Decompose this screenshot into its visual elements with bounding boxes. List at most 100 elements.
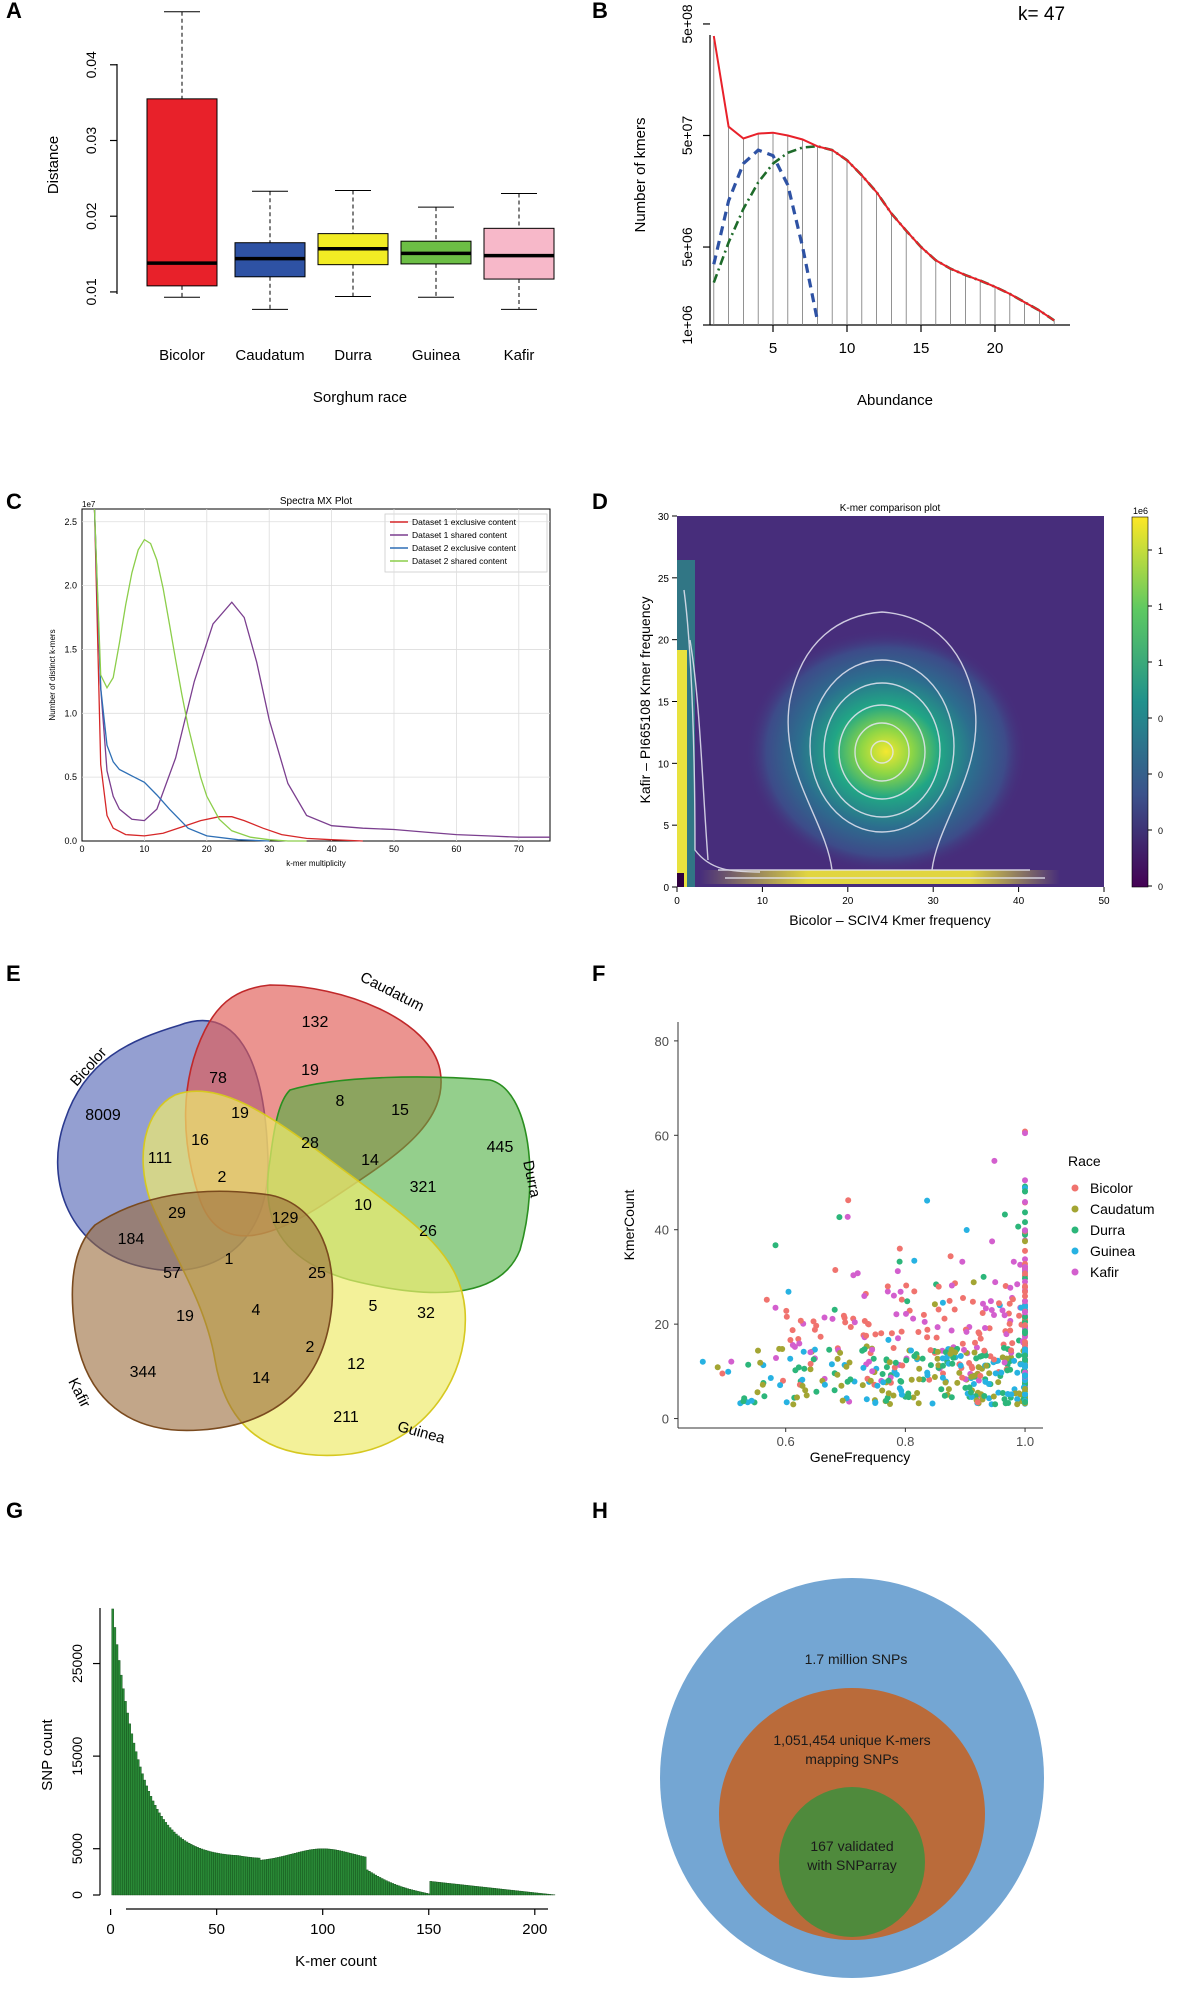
- panel-a-xtick-label: Guinea: [412, 347, 461, 364]
- panel-g-bar: [493, 1888, 496, 1896]
- panel-g-bar: [539, 1893, 543, 1896]
- panel-d-xtick-label: 40: [1013, 896, 1025, 907]
- panel-g-bar: [429, 1881, 433, 1896]
- panel-f-point: [960, 1295, 966, 1301]
- panel-f-point: [903, 1282, 910, 1289]
- panel-f-point: [831, 1387, 838, 1394]
- panel-d-contour-ring: [854, 722, 910, 782]
- panel-f-point: [1005, 1400, 1012, 1406]
- panel-g-bar: [281, 1856, 284, 1896]
- panel-g-bar: [520, 1891, 524, 1896]
- panel-f-point: [1007, 1327, 1014, 1334]
- panel-letter-f: F: [592, 961, 605, 986]
- panel-f-point: [911, 1353, 918, 1360]
- panel-b-xtick-label: 10: [839, 340, 856, 357]
- panel-letter-h: H: [592, 1498, 608, 1523]
- panel-g-bar: [213, 1852, 216, 1896]
- panel-g-bar: [463, 1884, 467, 1896]
- panel-g-bar: [145, 1785, 148, 1896]
- panel-g-bar: [206, 1850, 210, 1896]
- venn-count: 344: [130, 1364, 157, 1381]
- panel-d-ytick-label: 0: [663, 883, 669, 894]
- panel-f-point: [893, 1371, 900, 1378]
- panel-c-series-line: [93, 508, 270, 842]
- panel-f-point: [975, 1377, 982, 1384]
- panel-f-point: [999, 1390, 1006, 1396]
- panel-f-point: [821, 1314, 828, 1321]
- panel-f-point: [783, 1313, 790, 1320]
- panel-f-point: [1022, 1247, 1028, 1254]
- panel-f-point: [1022, 1278, 1028, 1285]
- panel-c-ytick-label: 0.0: [64, 836, 77, 846]
- venn-label-guinea: Guinea: [396, 1418, 448, 1447]
- panel-f-point: [891, 1364, 898, 1371]
- panel-f-point: [896, 1245, 903, 1252]
- panel-g-bar: [274, 1857, 278, 1896]
- panel-g-bar: [279, 1856, 282, 1896]
- panel-f-point: [938, 1386, 945, 1393]
- panel-f-point: [963, 1328, 970, 1335]
- panel-f-point: [1022, 1288, 1028, 1295]
- panel-d-corner-cell: [677, 873, 684, 887]
- panel-f-point: [942, 1349, 949, 1356]
- panel-f-point: [829, 1315, 836, 1322]
- panel-g-bar: [323, 1848, 327, 1896]
- panel-f-point: [794, 1394, 800, 1401]
- panel-f-point: [952, 1349, 959, 1356]
- panel-f-point: [1022, 1352, 1028, 1359]
- panel-f-point: [791, 1343, 798, 1350]
- panel-g-bar: [300, 1851, 303, 1896]
- panel-g-bar: [172, 1831, 176, 1896]
- panel-f-point: [883, 1364, 890, 1371]
- panel-g-bar: [480, 1886, 484, 1896]
- panel-f-legend-label: Durra: [1090, 1222, 1125, 1238]
- panel-g-bar: [501, 1889, 505, 1896]
- venn-count: 19: [176, 1308, 194, 1325]
- panel-f-point: [948, 1327, 955, 1334]
- panel-f-point: [725, 1368, 732, 1375]
- venn-count: 1: [225, 1251, 234, 1268]
- venn-count: 16: [191, 1132, 209, 1149]
- panel-d-xlabel: Bicolor – SCIV4 Kmer frequency: [789, 912, 991, 928]
- panel-f-point: [908, 1347, 914, 1354]
- panel-f-point: [905, 1394, 912, 1401]
- panel-f-point: [869, 1368, 876, 1375]
- venn-count: 29: [168, 1205, 186, 1222]
- panel-g-bar: [327, 1848, 331, 1896]
- panel-f-point: [787, 1355, 794, 1362]
- panel-letter-g: G: [6, 1498, 23, 1523]
- panel-f-point: [897, 1378, 904, 1384]
- panel-d-colorbar-tick-label: 1: [1158, 546, 1163, 556]
- panel-f-point: [1022, 1256, 1028, 1263]
- panel-d-contours: [683, 589, 1045, 879]
- panel-f-point: [992, 1370, 999, 1377]
- panel-f-point: [797, 1317, 804, 1324]
- panel-g-bar: [402, 1887, 405, 1896]
- panel-f-point: [811, 1346, 818, 1353]
- panel-f-point: [898, 1296, 905, 1303]
- panel-g-bar: [404, 1887, 407, 1896]
- panel-c-ytick-label: 1.0: [64, 708, 77, 718]
- panel-f-point: [1004, 1391, 1011, 1397]
- panel-g-bar: [139, 1766, 142, 1896]
- panel-f-point: [974, 1399, 981, 1406]
- panel-g-xtick-label: 150: [416, 1921, 441, 1938]
- panel-g-bar: [153, 1805, 157, 1896]
- panel-d-ytick-label: 25: [658, 574, 670, 585]
- panel-c-legend: [384, 513, 548, 573]
- panel-d-contour-outer: [787, 611, 977, 871]
- panel-d-colorbar: [1131, 516, 1149, 888]
- panel-f-point: [866, 1358, 872, 1365]
- panel-f-point: [971, 1349, 978, 1356]
- panel-b-series-dashed: [712, 148, 819, 321]
- panel-b-ytick-label: 5e+07: [679, 116, 695, 156]
- panel-g-bar: [225, 1854, 229, 1896]
- panel-f-point: [1022, 1309, 1028, 1316]
- panel-f-point: [934, 1348, 941, 1355]
- panel-a-ylabel: Distance: [45, 136, 62, 194]
- panel-g-bar: [353, 1854, 356, 1896]
- panel-g-bar: [342, 1851, 346, 1896]
- panel-g-bar: [482, 1886, 486, 1896]
- panel-g-bar: [177, 1835, 180, 1896]
- panel-f-point: [895, 1335, 901, 1342]
